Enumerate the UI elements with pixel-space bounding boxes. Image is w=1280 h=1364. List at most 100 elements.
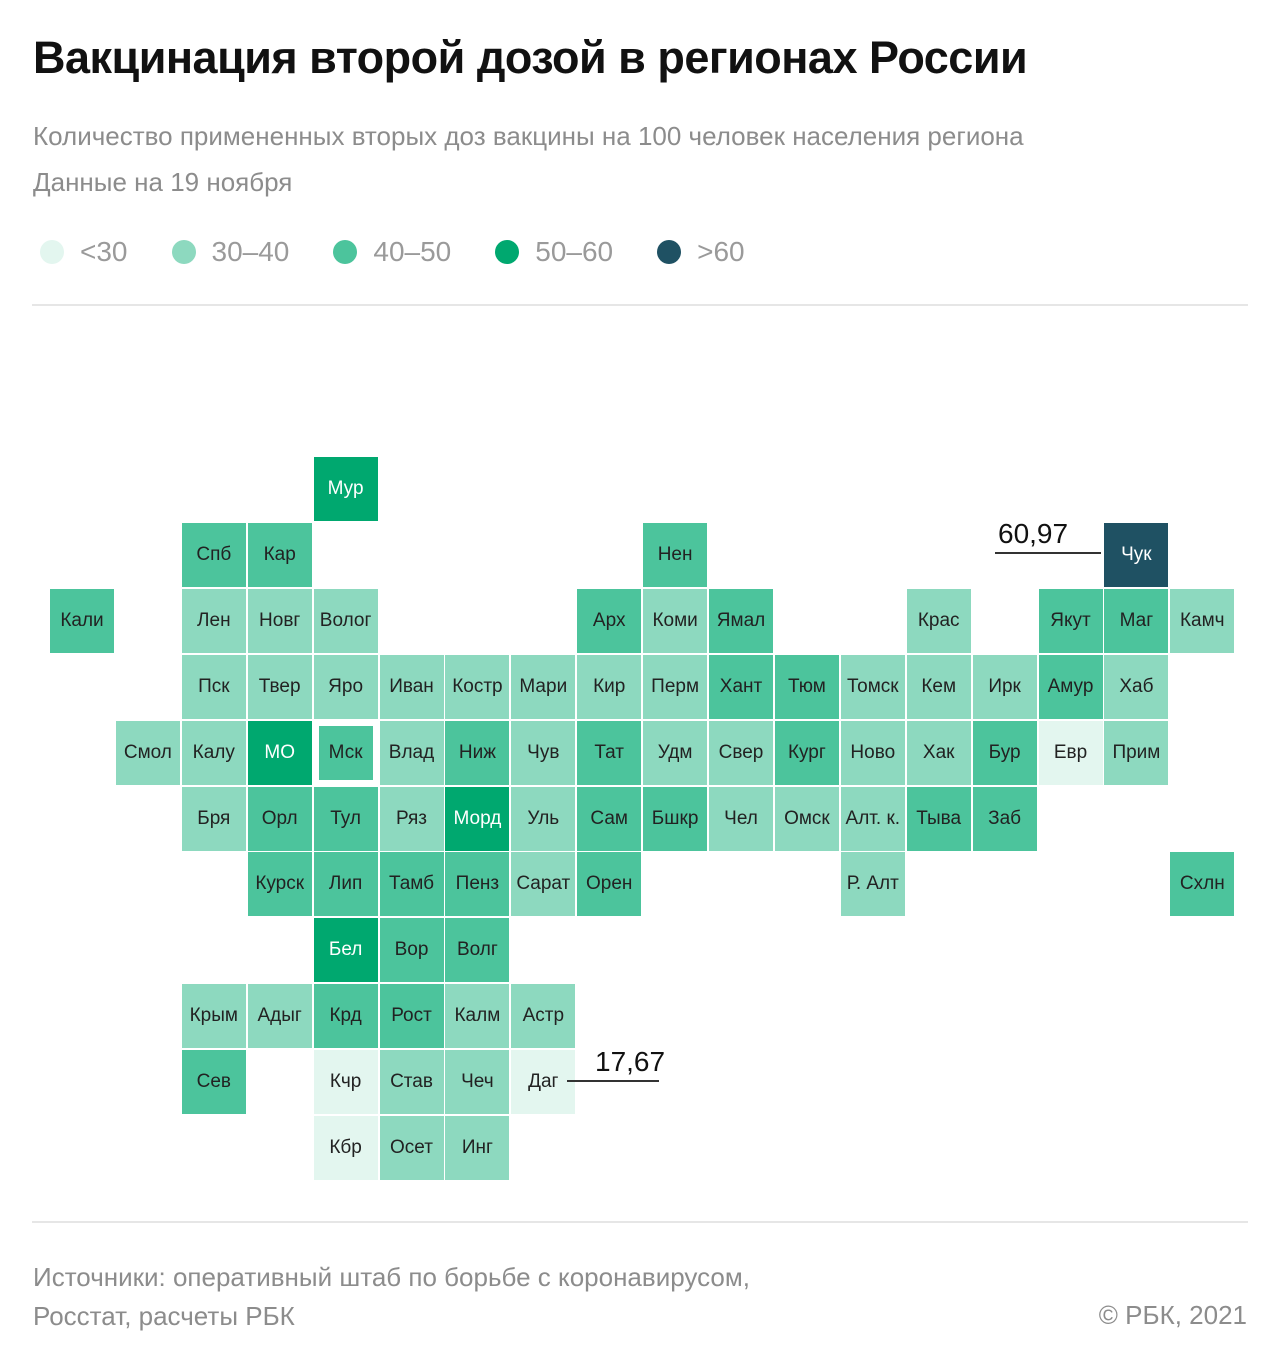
region-tile: Мари <box>511 654 576 719</box>
region-tile: Амур <box>1038 654 1103 719</box>
region-tile: Сарат <box>511 852 576 917</box>
region-tile: Сам <box>577 786 642 851</box>
region-tile: Морд <box>445 786 510 851</box>
legend-label: 30–40 <box>211 236 290 267</box>
region-tile: МО <box>247 720 312 785</box>
date-note: Данные на 19 ноября <box>33 167 293 197</box>
region-tile: Кчр <box>313 1050 378 1115</box>
region-tile: Бря <box>181 786 246 851</box>
region-tile: Лен <box>181 588 246 653</box>
region-tile: Мск <box>313 720 378 785</box>
legend-label: 50–60 <box>535 236 614 267</box>
legend-label: 40–50 <box>373 236 452 267</box>
region-tile: Хаб <box>1104 654 1169 719</box>
chart-title: Вакцинация второй дозой в регионах Росси… <box>33 32 1028 83</box>
region-tile: Став <box>379 1050 444 1115</box>
legend-item: 50–60 <box>495 236 613 268</box>
region-tile: Крд <box>313 984 378 1049</box>
region-tile: Перм <box>643 654 708 719</box>
region-tile: Мур <box>313 457 378 521</box>
region-tile: Ряз <box>379 786 444 851</box>
region-tile: Тул <box>313 786 378 851</box>
region-tile: Крас <box>906 588 971 653</box>
sources-line-1: Источники: оперативный штаб по борьбе с … <box>33 1262 750 1292</box>
region-tile: Кем <box>906 654 971 719</box>
region-tile: Чук <box>1104 522 1169 587</box>
legend-swatch-icon <box>657 240 682 264</box>
region-tile: Евр <box>1038 720 1103 785</box>
region-tile: Кар <box>247 522 312 587</box>
divider-bottom <box>32 1221 1248 1223</box>
region-tile: Курск <box>247 852 312 917</box>
region-tile: Прим <box>1104 720 1169 785</box>
region-tile: Рост <box>379 984 444 1049</box>
sources-line-2: Росстат, расчеты РБК <box>33 1301 295 1331</box>
region-tile: Схлн <box>1170 852 1235 917</box>
region-tile: Коми <box>643 588 708 653</box>
region-tile: Бур <box>972 720 1037 785</box>
region-tile: Удм <box>643 720 708 785</box>
legend: <30 30–40 40–50 50–60 >60 <box>40 236 789 268</box>
legend-swatch-icon <box>171 240 196 264</box>
region-tile: Заб <box>972 786 1037 851</box>
legend-label: <30 <box>80 236 128 267</box>
region-tile: Твер <box>247 654 312 719</box>
region-tile: Смол <box>115 720 180 785</box>
region-tile: Алт. к. <box>840 786 905 851</box>
region-tile: Маг <box>1104 588 1169 653</box>
region-tile: Калу <box>181 720 246 785</box>
region-tile: Ново <box>840 720 905 785</box>
annotation-max-value: 60,97 <box>998 518 1069 549</box>
region-tile: Новг <box>247 588 312 653</box>
region-tile: Чеч <box>445 1050 510 1115</box>
region-tile: Ниж <box>445 720 510 785</box>
region-tile: Кир <box>577 654 642 719</box>
region-tile: Хак <box>906 720 971 785</box>
region-tile: Кург <box>774 720 839 785</box>
region-tile: Тюм <box>774 654 839 719</box>
region-tile: Сев <box>181 1050 246 1115</box>
chart-subtitle: Количество примененных вторых доз вакцин… <box>33 121 1024 151</box>
region-tile: Лип <box>313 852 378 917</box>
region-tile: Крым <box>181 984 246 1049</box>
region-tile: Астр <box>511 984 576 1049</box>
region-tile: Тыва <box>906 786 971 851</box>
region-tile: Орл <box>247 786 312 851</box>
legend-item: 40–50 <box>333 236 451 268</box>
legend-item: <30 <box>40 236 128 268</box>
region-tile: Кали <box>50 588 114 653</box>
region-tile: Бел <box>313 918 378 983</box>
annotation-min-value: 17,67 <box>595 1046 666 1077</box>
region-tile: Свер <box>709 720 773 785</box>
region-tile: Пск <box>181 654 246 719</box>
region-tile: Бшкр <box>643 786 708 851</box>
region-tile: Якут <box>1038 588 1103 653</box>
region-tile: Камч <box>1170 588 1235 653</box>
region-tile: Влад <box>379 720 444 785</box>
legend-item: >60 <box>657 236 745 268</box>
annotation-max-line <box>995 552 1101 554</box>
region-tile: Томск <box>840 654 905 719</box>
region-tile: Хант <box>709 654 773 719</box>
legend-label: >60 <box>697 236 745 267</box>
legend-item: 30–40 <box>171 236 290 268</box>
region-tile: Р. Алт <box>840 852 905 917</box>
region-tile: Адыг <box>247 984 312 1049</box>
copyright: © РБК, 2021 <box>1098 1300 1247 1330</box>
region-tile: Арх <box>577 588 642 653</box>
annotation-min-line <box>567 1080 659 1082</box>
region-tile: Волог <box>313 588 378 653</box>
region-tile: Ямал <box>709 588 773 653</box>
region-tile: Омск <box>774 786 839 851</box>
region-tile: Нен <box>643 522 708 587</box>
legend-swatch-icon <box>40 240 64 264</box>
region-tile: Иван <box>379 654 444 719</box>
region-tile: Уль <box>511 786 576 851</box>
region-tile: Тамб <box>379 852 444 917</box>
region-tile: Орен <box>577 852 642 917</box>
legend-swatch-icon <box>333 240 358 264</box>
divider-top <box>32 304 1248 306</box>
region-tile: Пенз <box>445 852 510 917</box>
region-tile: Кбр <box>313 1116 378 1180</box>
legend-swatch-icon <box>495 240 520 264</box>
